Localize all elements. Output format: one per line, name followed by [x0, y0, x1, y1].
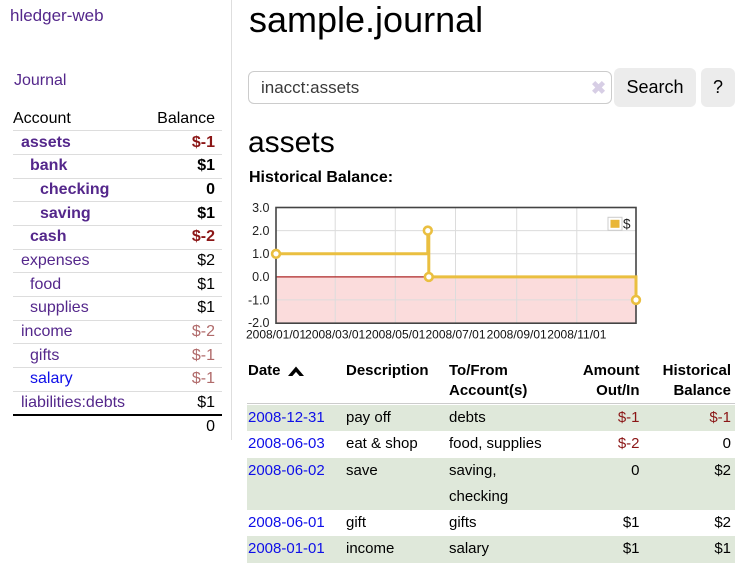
- svg-text:$: $: [623, 216, 631, 231]
- svg-text:2008/05/01: 2008/05/01: [365, 327, 425, 341]
- svg-text:2008/01/01: 2008/01/01: [246, 327, 306, 341]
- svg-text:2008/03/01: 2008/03/01: [305, 327, 365, 341]
- svg-text:0.0: 0.0: [252, 270, 269, 284]
- svg-text:2008/09/01: 2008/09/01: [487, 327, 547, 341]
- svg-text:-1.0: -1.0: [248, 293, 270, 307]
- svg-text:3.0: 3.0: [252, 200, 269, 214]
- svg-text:2008/11/01: 2008/11/01: [547, 327, 606, 341]
- svg-text:2008/07/01: 2008/07/01: [425, 327, 485, 341]
- svg-text:2.0: 2.0: [252, 223, 269, 237]
- svg-text:-2.0: -2.0: [248, 316, 270, 330]
- svg-text:1.0: 1.0: [252, 247, 269, 261]
